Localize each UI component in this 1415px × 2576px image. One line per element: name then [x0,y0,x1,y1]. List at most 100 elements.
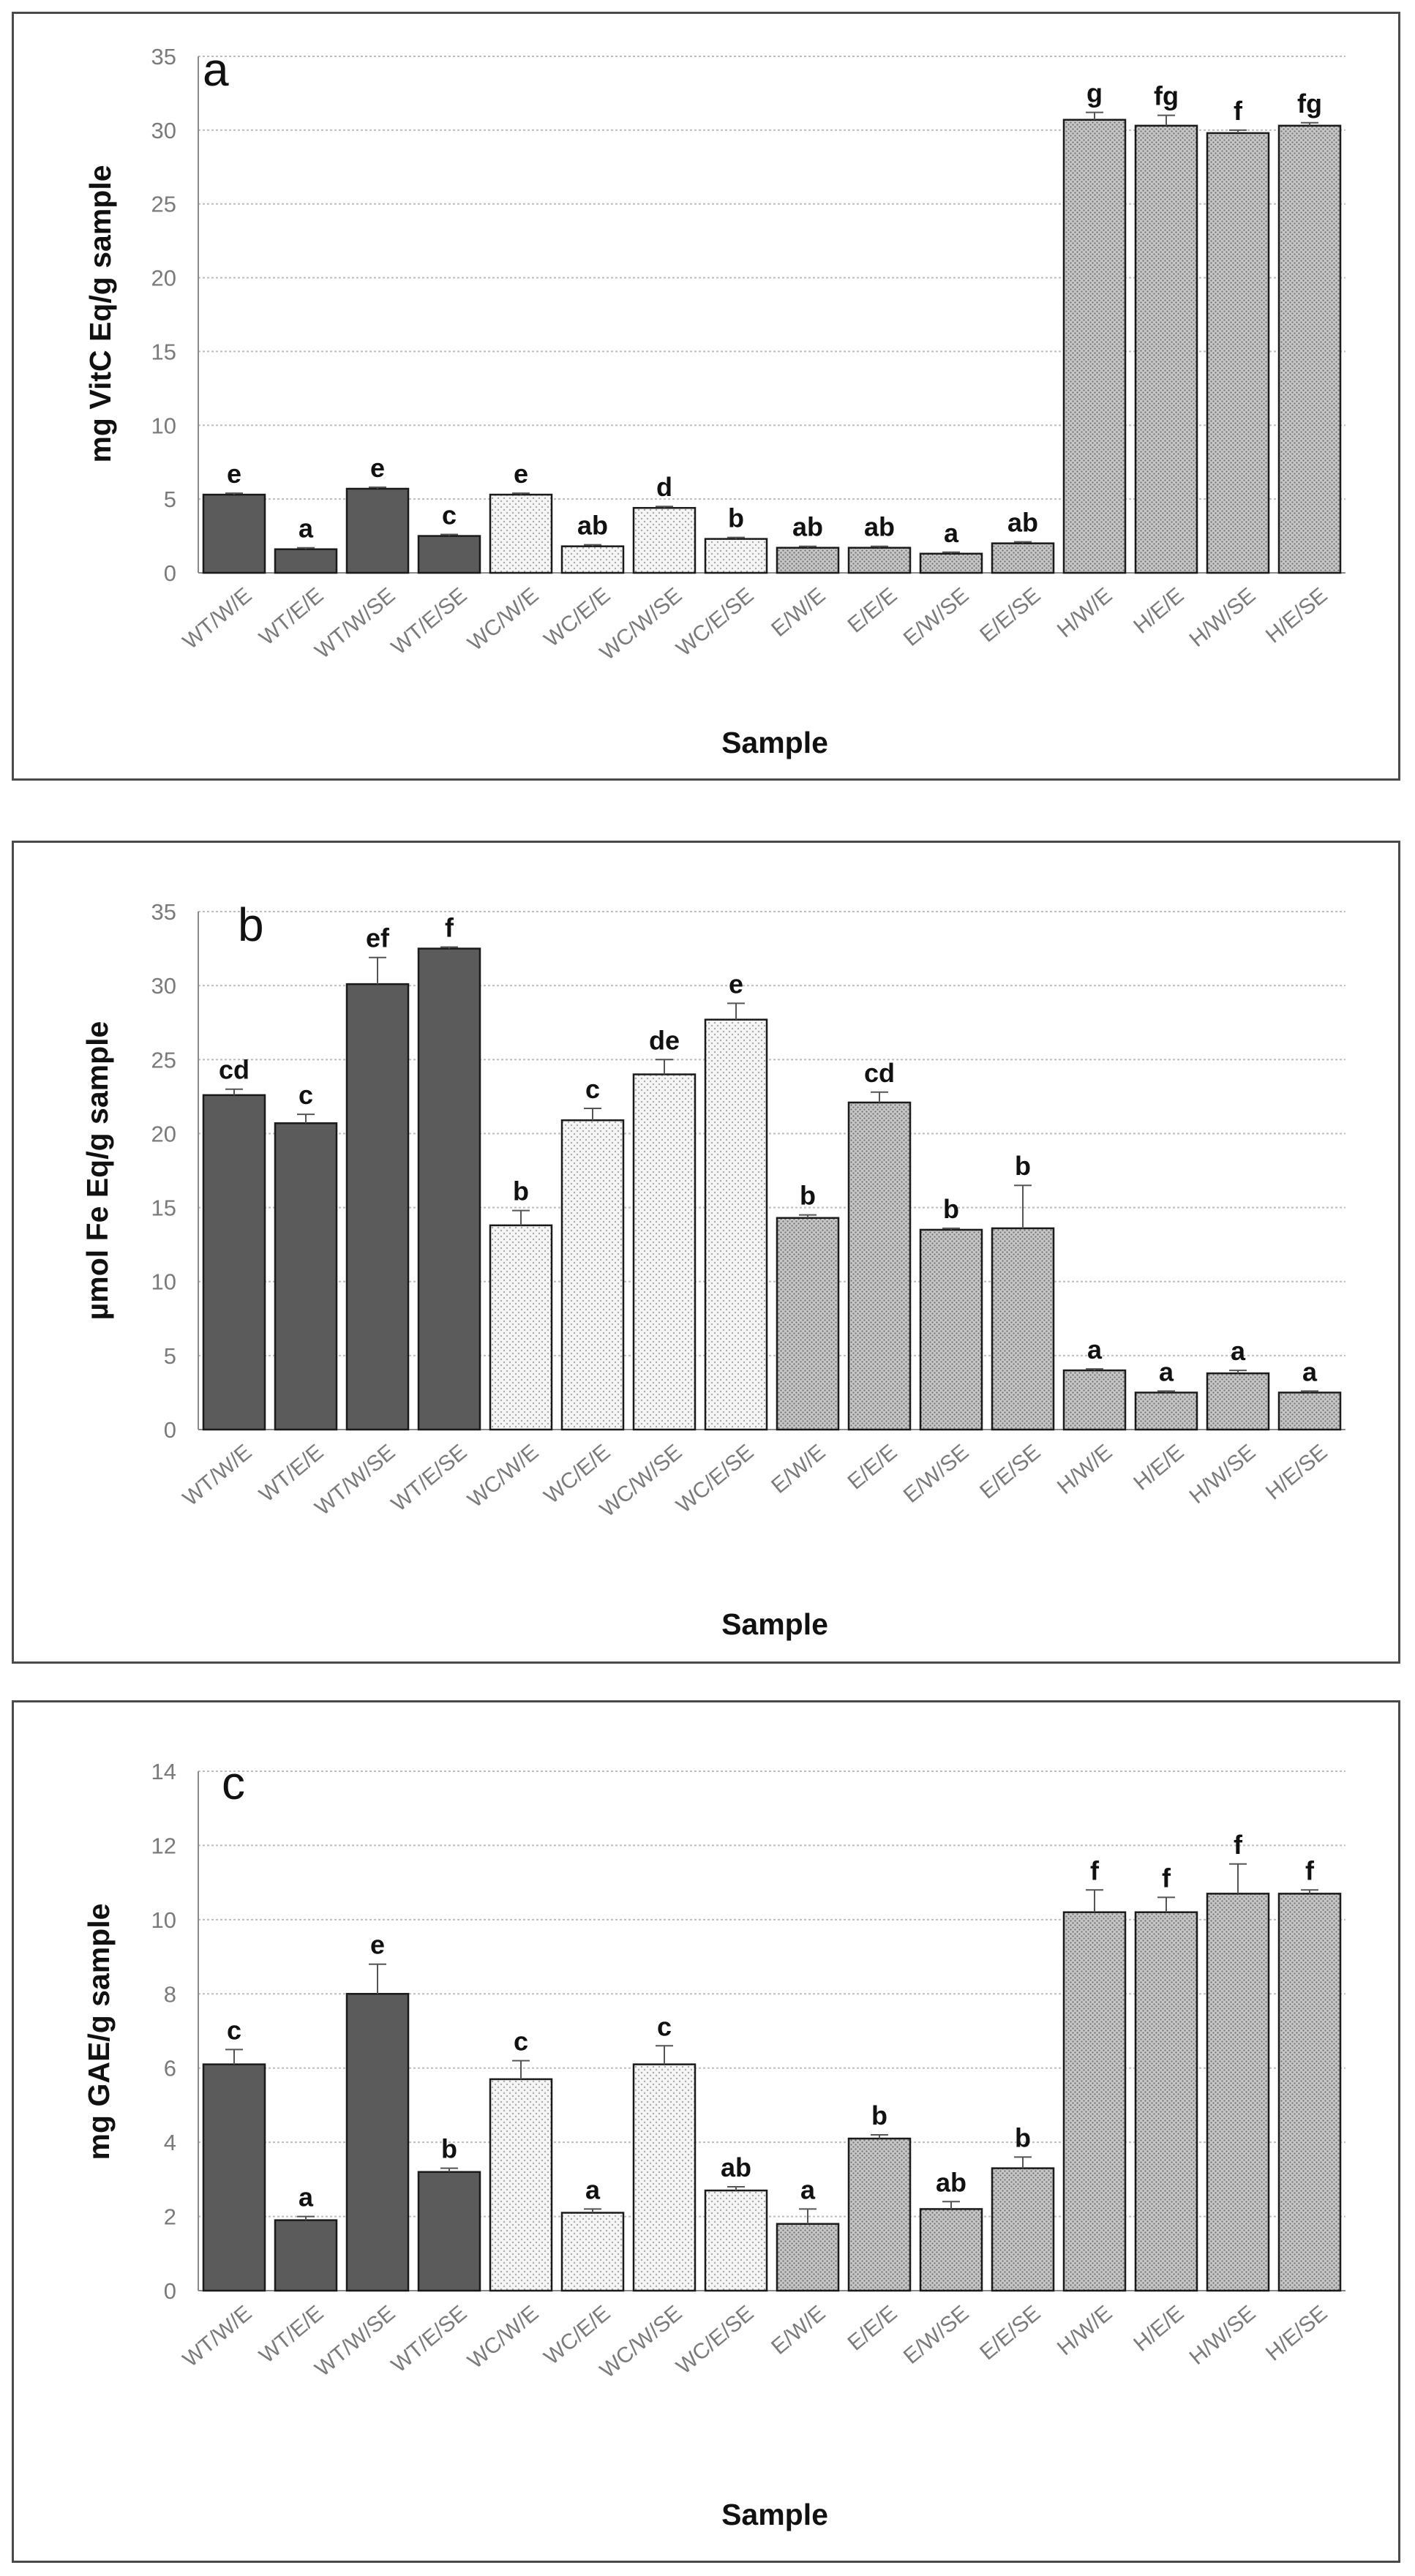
significance-letter: ab [577,511,608,541]
significance-letter: cd [864,1058,895,1088]
x-tick-label: E/E/SE [975,2301,1045,2365]
error-bar [440,2167,458,2172]
bar-h-e-e [1134,1392,1198,1431]
chart-panel-a: 0 5 10 15 20 25 30 35 e WT/W/E a WT/E/E e WT/W/SE c WT/… [12,12,1400,781]
bar-e-w-e [776,547,840,574]
error-bar [369,487,386,489]
y-tick-label: 15 [151,339,176,364]
y-tick-label: 2 [164,2204,176,2230]
x-tick-label: WT/E/SE [387,2301,472,2378]
x-tick-label: E/W/SE [899,1440,974,1508]
y-tick-label: 5 [164,487,176,512]
significance-letter: ab [721,2152,751,2182]
error-bar [584,2208,601,2213]
significance-letter: c [585,1074,600,1104]
error-bar [799,545,817,548]
significance-letter: a [944,518,959,548]
panel-label: b [238,898,264,951]
y-axis-title: mg VitC Eq/g sample [83,165,117,462]
significance-letter: a [299,514,314,544]
y-tick-label: 8 [164,1981,176,2007]
error-bar [1014,2156,1032,2168]
x-tick-label: H/W/SE [1185,1440,1261,1509]
error-bar [369,956,386,985]
error-bar [1301,1390,1318,1393]
x-tick-label: H/E/E [1129,583,1188,639]
error-bar [225,492,243,495]
chart-svg-b: 05101520253035cdWT/W/EcWT/E/EefWT/W/SEfW… [80,898,1345,1641]
significance-letter: b [728,503,744,533]
bar-wt-w-se [345,1993,410,2292]
significance-letter: c [299,1080,313,1110]
significance-letter: c [514,2027,528,2057]
significance-letter: e [370,1930,385,1960]
x-tick-label: WT/E/SE [387,583,472,660]
x-tick-label: H/W/E [1053,1440,1117,1499]
x-tick-label: WC/E/SE [672,1440,758,1518]
x-tick-label: WT/W/E [179,2301,257,2372]
x-axis-title: Sample [721,726,828,759]
bar-wc-w-se [632,506,697,574]
bar-e-e-e [847,2137,912,2292]
significance-letter: a [1087,1334,1103,1364]
error-bar [440,946,458,949]
chart-svg-c: 02468101214cWT/W/EaWT/E/EeWT/W/SEbWT/E/S… [82,1757,1345,2531]
significance-letter: a [585,2174,601,2204]
bar-h-w-e [1062,119,1127,574]
error-bar [584,544,601,547]
significance-letter: a [1231,1336,1246,1366]
y-axis-title: mg GAE/g sample [82,1904,116,2160]
y-tick-label: 12 [151,1833,176,1858]
error-bar [871,1091,888,1103]
x-axis-title: Sample [721,2498,828,2531]
error-bar [1229,1863,1247,1894]
bar-e-e-e [847,1101,912,1431]
x-tick-label: H/W/E [1053,583,1117,642]
x-tick-label: E/E/SE [975,583,1045,647]
y-axis-title: µmol Fe Eq/g sample [80,1021,114,1321]
y-tick-label: 30 [151,973,176,999]
error-bar [1086,1368,1103,1371]
x-tick-label: E/E/SE [975,1440,1045,1503]
error-bar [1157,1896,1175,1912]
significance-letter: g [1086,78,1103,108]
significance-letter: ab [1007,508,1038,538]
significance-letter: ab [936,2167,967,2197]
significance-letter: b [441,2134,457,2164]
significance-letter: e [370,453,385,483]
error-bar [727,1002,745,1020]
significance-letter: b [943,1194,959,1224]
significance-letter: e [729,969,743,999]
significance-letter: ef [366,923,390,953]
bar-wt-w-e [202,2063,266,2292]
y-tick-label: 10 [151,1907,176,1933]
bar-h-e-e [1134,1911,1198,2292]
x-tick-label: H/E/SE [1261,583,1332,648]
significance-letter: c [657,2011,672,2041]
bar-e-w-se [919,552,983,574]
x-tick-label: WT/W/E [179,1440,257,1511]
significance-letter: b [871,2100,887,2130]
bar-wt-e-e [274,1122,338,1431]
x-tick-label: E/E/E [844,583,902,638]
error-bar [369,1963,386,1994]
y-tick-label: 0 [164,560,176,586]
error-bar [512,492,530,495]
y-tick-label: 10 [151,413,176,438]
y-tick-label: 6 [164,2056,176,2081]
bar-wc-w-e [489,2078,553,2292]
x-tick-label: H/E/E [1129,2301,1188,2357]
y-tick-label: 14 [151,1759,176,1784]
x-tick-label: H/E/SE [1261,1440,1332,1505]
error-bar [440,533,458,536]
error-bar [727,536,745,539]
error-bar [1014,541,1032,544]
error-bar [1301,1889,1318,1894]
bar-wc-w-e [489,493,553,574]
bar-e-w-se [919,1228,983,1431]
bar-h-e-se [1277,124,1342,574]
x-tick-label: WT/W/E [179,583,257,654]
bar-wc-e-se [704,1018,768,1431]
bar-wt-w-e [202,1094,266,1431]
error-bar [799,2208,817,2224]
